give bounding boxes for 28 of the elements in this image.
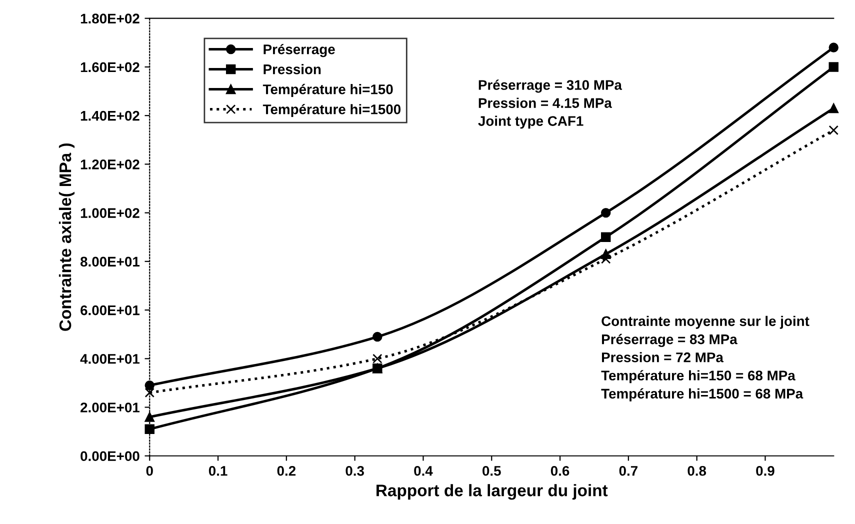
y-tick-label: 1.20E+02	[80, 160, 140, 170]
y-tick-label: 1.40E+02	[80, 110, 140, 121]
y-tick-label: 2.00E+01	[80, 402, 140, 412]
x-tick-label: 0.3	[346, 466, 364, 476]
y-tick-label: 1.00E+02	[80, 208, 140, 218]
legend-label: Pression	[264, 64, 321, 74]
x-tick-label: 0.4	[414, 466, 433, 476]
y-tick-label: 1.60E+02	[80, 62, 140, 72]
x-tick-label: 0.7	[619, 466, 638, 476]
y-tick-label: 0.00E+00	[80, 451, 140, 462]
y-tick-label: 6.00E+01	[80, 305, 140, 316]
x-tick-label: 0.8	[688, 466, 706, 476]
x-tick-label: 0	[146, 466, 153, 476]
legend-label: Préserrage	[264, 44, 335, 58]
x-tick-label: 0.5	[482, 466, 501, 476]
x-tick-label: 0.9	[756, 466, 774, 476]
y-axis-title: Contrainte axiale( MPa )	[58, 143, 74, 331]
y-tick-label: 1.80E+02	[80, 14, 140, 24]
x-tick-label: 0.1	[208, 466, 228, 476]
legend-label: Température hi=1500	[262, 104, 401, 118]
annotation: Contrainte moyenne sur le joint Préserrage = 83 MPa Pression = 72 MPa Température hi=150 = 68 MPa Température hi=1500 = 68 MPa	[601, 316, 810, 402]
x-tick-label: 0.2	[277, 466, 296, 476]
x-tick-label: 0.6	[550, 466, 570, 476]
x-axis-title: Rapport de la largeur du joint	[376, 484, 608, 500]
legend-label: Température hi=150	[262, 84, 393, 97]
y-tick-label: 8.00E+01	[80, 256, 140, 267]
annotation: Préserrage = 310 MPa Pression = 4.15 MPa Joint type CAF1	[478, 80, 622, 129]
y-tick-label: 4.00E+01	[80, 354, 140, 364]
